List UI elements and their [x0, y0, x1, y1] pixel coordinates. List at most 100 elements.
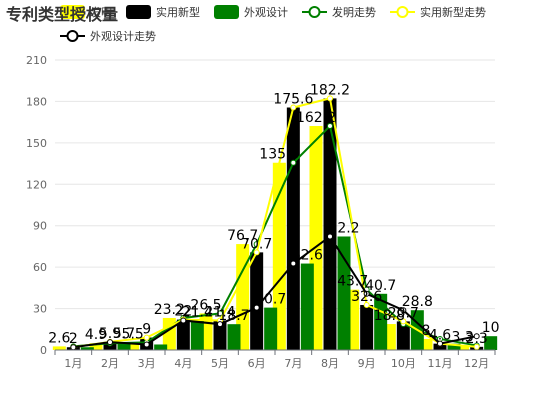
- point-实用新型走势-8月: [327, 95, 333, 102]
- legend-label: 实用新型: [156, 5, 200, 19]
- data-label: 4.9: [85, 327, 107, 343]
- bar-外观设计-8月: [337, 236, 351, 350]
- bar-实用新型-6月: [250, 252, 264, 350]
- bar-发明-11月: [419, 338, 433, 350]
- point-外观设计走势-12月: [473, 333, 480, 340]
- x-tick-label: 12月: [464, 357, 489, 370]
- point-外观设计走势-7月: [290, 260, 297, 267]
- bar-实用新型-10月: [396, 321, 410, 350]
- y-tick-label: 30: [33, 303, 47, 316]
- legend-marker: [396, 6, 409, 18]
- legend-item-发明[interactable]: 发明: [60, 5, 112, 19]
- data-label: 4.6: [429, 328, 451, 344]
- y-tick-label: 120: [26, 178, 47, 191]
- bar-发明-3月: [126, 342, 140, 350]
- data-label: 3.3: [452, 329, 474, 345]
- bar-外观设计-7月: [300, 263, 314, 350]
- bar-外观设计-6月: [264, 307, 278, 350]
- point-实用新型走势-7月: [290, 104, 297, 111]
- x-tick-label: 4月: [174, 357, 192, 370]
- data-label: 23.2: [154, 302, 185, 318]
- point-外观设计走势-8月: [327, 233, 333, 240]
- x-tick-label: 8月: [321, 357, 339, 370]
- label-layer: 2.62 4.95.95.75.5923.22221.426.521.418.77…: [48, 82, 499, 347]
- y-tick-label: 0: [40, 344, 47, 357]
- point-实用新型走势-3月: [143, 334, 150, 341]
- data-label: 162.2: [296, 110, 336, 126]
- x-tick-label: 5月: [211, 357, 229, 370]
- point-外观设计走势-5月: [217, 321, 223, 328]
- bar-layer: [52, 98, 498, 350]
- data-label: 40.7: [365, 278, 396, 294]
- point-实用新型走势-6月: [253, 249, 260, 256]
- chart-title: 专利类型授权量: [6, 5, 118, 24]
- data-label: 5.7: [113, 326, 135, 342]
- legend-label: 外观设计: [244, 6, 288, 19]
- bar-外观设计-12月: [484, 336, 498, 350]
- line-外观设计走势: [73, 235, 477, 349]
- x-tick-label: 7月: [284, 357, 302, 370]
- data-label: 76.7: [227, 228, 258, 244]
- legend-label: 外观设计走势: [90, 30, 156, 43]
- line-发明走势: [73, 124, 477, 348]
- y-tick-label: 150: [26, 137, 47, 150]
- legend-item-实用新型[interactable]: 实用新型: [126, 5, 200, 19]
- legend-marker: [66, 30, 79, 42]
- data-label: 175.6: [273, 92, 313, 108]
- bar-外观设计-1月: [80, 347, 94, 350]
- data-label: 26.5: [190, 297, 221, 313]
- bar-外观设计-9月: [374, 293, 388, 350]
- legend-marker: [308, 6, 321, 18]
- bar-发明-12月: [456, 345, 470, 350]
- x-tick-label: 3月: [138, 357, 156, 370]
- x-tick-label: 6月: [248, 357, 266, 370]
- legend-item-实用新型走势[interactable]: 实用新型走势: [390, 5, 486, 19]
- point-外观设计走势-3月: [143, 341, 150, 348]
- data-label: 10: [482, 320, 500, 336]
- legend-swatch: [214, 5, 239, 19]
- legend-item-外观设计[interactable]: 外观设计: [214, 5, 288, 19]
- legend-swatch: [60, 5, 85, 19]
- bar-外观设计-11月: [447, 343, 461, 350]
- data-label: 70.7: [241, 236, 272, 252]
- data-label: 182.2: [310, 82, 350, 98]
- data-label: 9: [142, 322, 151, 338]
- data-label: 22: [174, 304, 192, 320]
- legend-label: 发明: [90, 5, 112, 19]
- x-tick-label: 2月: [101, 357, 119, 370]
- data-label: 2.6: [48, 330, 70, 346]
- point-外观设计走势-10月: [400, 307, 407, 314]
- point-发明走势-8月: [327, 123, 333, 130]
- point-外观设计走势-9月: [363, 290, 370, 297]
- data-label: 21.4: [182, 304, 213, 320]
- point-实用新型走势-10月: [400, 318, 407, 325]
- legend-swatch: [126, 5, 151, 19]
- axis-layer: 0 30 60 90 120 150 180 210 1月 2月 3月 4月 5月 6月 7月 8月 9月 10月…: [26, 54, 496, 370]
- legend-item-外观设计走势[interactable]: 外观设计走势: [60, 30, 156, 43]
- bar-实用新型-9月: [360, 304, 374, 350]
- data-label: 28.8: [402, 294, 433, 310]
- data-label: 32.6: [351, 289, 382, 305]
- legend-item-发明走势[interactable]: 发明走势: [302, 5, 376, 19]
- y-tick-label: 210: [26, 54, 47, 67]
- data-label: 62.6: [292, 248, 323, 264]
- data-label: 8: [422, 323, 431, 339]
- point-实用新型走势-12月: [473, 343, 480, 350]
- bar-实用新型-8月: [323, 98, 337, 350]
- x-tick-label: 11月: [428, 357, 453, 370]
- point-发明走势-7月: [290, 159, 297, 166]
- bar-发明-1月: [52, 346, 66, 350]
- bar-实用新型-4月: [176, 319, 190, 350]
- line-实用新型走势: [73, 97, 477, 349]
- data-label: 2.3: [466, 331, 488, 347]
- data-label: 82.2: [328, 220, 359, 236]
- point-外观设计走势-6月: [253, 304, 260, 311]
- data-label: 2: [69, 331, 78, 347]
- y-tick-label: 90: [33, 220, 47, 233]
- line-layer: [70, 95, 480, 351]
- data-label: 43.7: [337, 274, 368, 290]
- data-label: 135.6: [259, 147, 299, 163]
- bar-实用新型-7月: [286, 107, 300, 350]
